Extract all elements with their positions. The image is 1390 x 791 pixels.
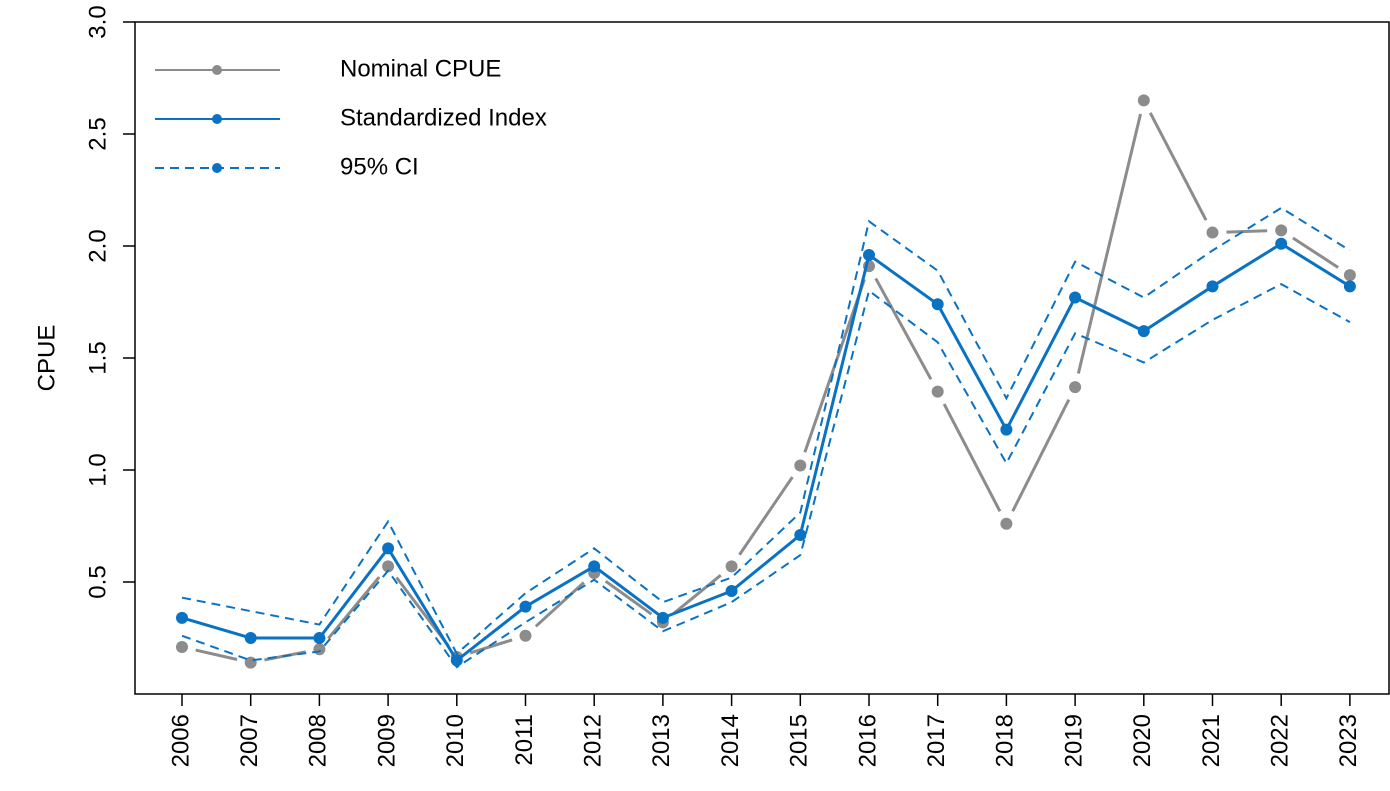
legend-point	[212, 114, 222, 124]
point	[1000, 423, 1013, 436]
point	[382, 560, 395, 573]
point	[1343, 269, 1356, 282]
point	[1137, 325, 1150, 338]
y-tick-label: 1.5	[84, 341, 111, 374]
y-tick-label: 0.5	[84, 565, 111, 598]
x-tick-label: 2012	[580, 714, 607, 767]
x-tick-label: 2009	[373, 714, 400, 767]
x-tick-label: 2019	[1060, 714, 1087, 767]
line	[181, 241, 1351, 663]
y-tick-label: 2.0	[84, 229, 111, 262]
x-tick-label: 2014	[717, 714, 744, 767]
point	[244, 632, 257, 644]
point	[176, 640, 188, 653]
line-segment	[327, 576, 381, 640]
line	[181, 206, 1351, 656]
line-segment	[942, 403, 1002, 513]
x-tick-label: 2021	[1198, 714, 1225, 767]
line-segment	[874, 277, 933, 381]
x-tick-label: 2006	[167, 714, 194, 767]
line-segment	[1148, 112, 1208, 221]
x-tick-label: 2008	[305, 714, 332, 767]
point	[588, 560, 601, 573]
legend-point	[212, 65, 222, 75]
x-tick-label: 2016	[854, 714, 881, 767]
line-segment	[1076, 113, 1142, 374]
line-segment	[1226, 229, 1268, 234]
x-tick-label: 2020	[1129, 714, 1156, 767]
point	[725, 560, 738, 573]
y-tick-label: 1.0	[84, 453, 111, 486]
x-tick-label: 2007	[236, 714, 263, 767]
x-tick-label: 2011	[511, 714, 538, 766]
y-axis-label: CPUE	[33, 325, 60, 392]
point	[313, 643, 326, 656]
line-segment	[195, 648, 238, 661]
point	[794, 459, 807, 472]
y-tick-label: 2.5	[84, 117, 111, 150]
point	[1206, 226, 1219, 239]
plot-box	[134, 21, 1390, 695]
legend-label: 95% CI	[340, 153, 419, 180]
line-segment	[469, 638, 513, 655]
line-segment	[672, 574, 722, 615]
point	[1275, 237, 1288, 250]
point	[176, 611, 188, 624]
x-tick-label: 2010	[442, 714, 469, 767]
x-tick-label: 2015	[786, 714, 813, 767]
point	[1275, 224, 1288, 237]
point	[1343, 280, 1356, 293]
line-segment	[534, 581, 585, 628]
point	[931, 298, 944, 311]
point	[313, 632, 326, 644]
line-segment	[1292, 236, 1339, 269]
line-segment	[604, 579, 653, 616]
x-tick-label: 2023	[1335, 714, 1362, 767]
point	[1137, 94, 1150, 107]
x-tick-label: 2013	[648, 714, 675, 767]
point	[1000, 517, 1013, 530]
legend-label: Standardized Index	[340, 104, 547, 131]
point	[656, 611, 669, 624]
point	[863, 248, 875, 261]
line-segment	[1011, 398, 1071, 512]
point	[450, 654, 463, 667]
legend-point	[212, 163, 222, 173]
point	[725, 584, 738, 597]
y-tick-label: 3.0	[84, 5, 111, 38]
x-tick-label: 2018	[992, 714, 1019, 767]
point	[382, 542, 395, 555]
point	[519, 629, 532, 642]
point	[794, 528, 807, 541]
point	[1206, 280, 1219, 293]
legend-label: Nominal CPUE	[340, 55, 501, 82]
point	[519, 600, 532, 613]
line	[181, 282, 1351, 669]
point	[931, 385, 944, 398]
point	[1069, 291, 1082, 304]
line-segment	[738, 476, 794, 556]
x-tick-label: 2022	[1267, 714, 1294, 767]
point	[1069, 381, 1082, 394]
x-tick-label: 2017	[923, 714, 950, 767]
